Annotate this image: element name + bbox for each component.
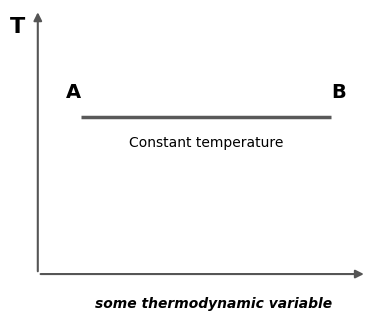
Text: Constant temperature: Constant temperature	[129, 136, 283, 150]
Text: A: A	[66, 83, 81, 102]
Text: B: B	[331, 83, 346, 102]
Text: some thermodynamic variable: some thermodynamic variable	[95, 297, 332, 311]
Text: T: T	[9, 17, 25, 37]
